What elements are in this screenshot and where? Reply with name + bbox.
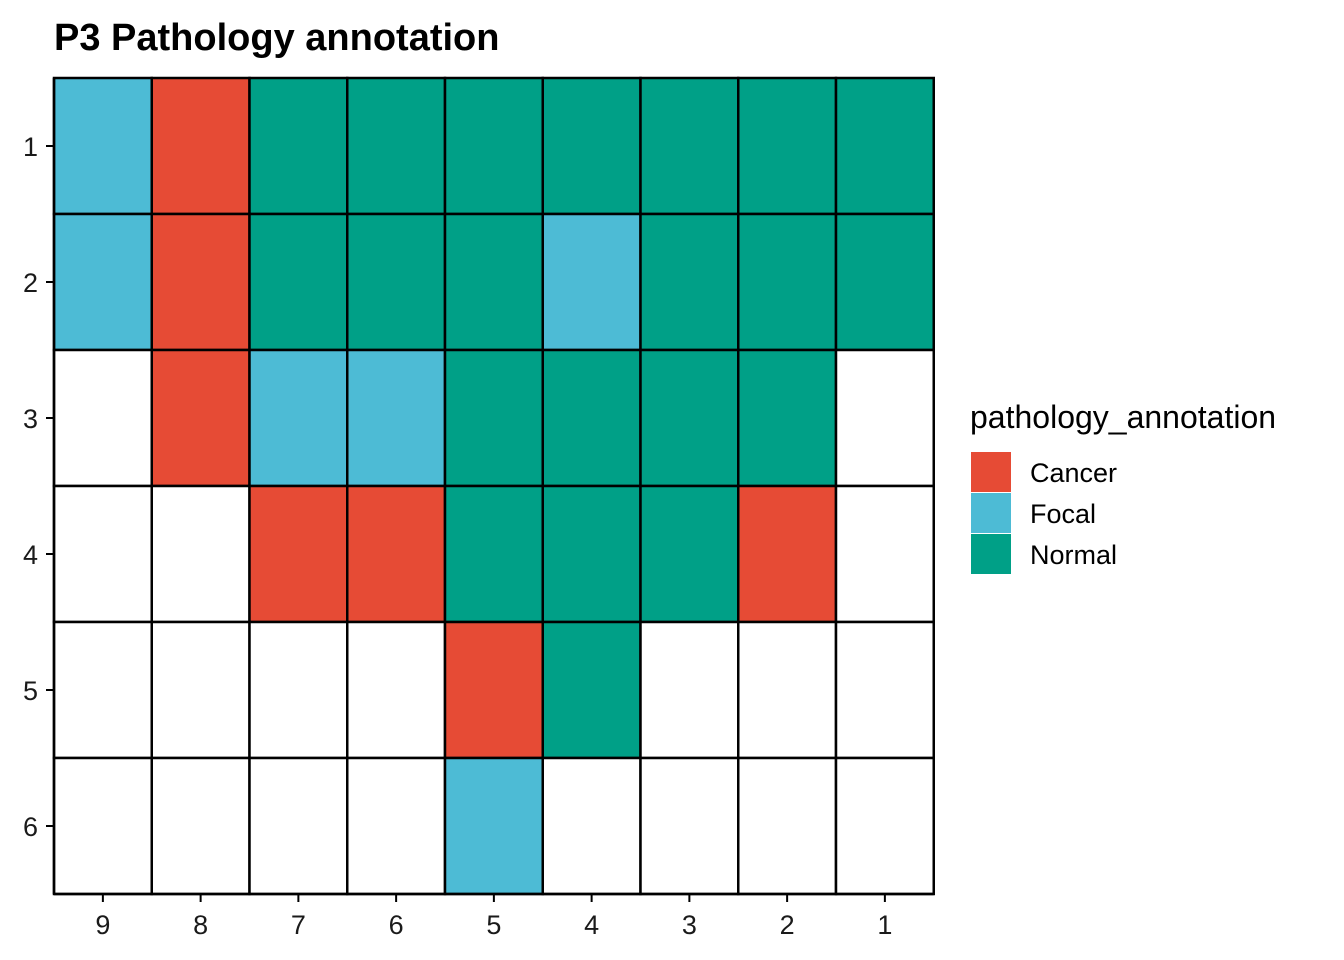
heatmap-cell-r4-c1 xyxy=(834,484,935,624)
legend-label-normal: Normal xyxy=(1030,540,1117,570)
heatmap-cell-r6-c5 xyxy=(443,756,544,896)
heatmap-cell-r4-c3 xyxy=(639,484,740,624)
heatmap-cell-r1-c2 xyxy=(737,76,838,216)
heatmap-cell-r5-c9 xyxy=(52,620,153,760)
heatmap-cell-r2-c6 xyxy=(346,212,447,352)
heatmap-cell-r6-c2 xyxy=(737,756,838,896)
heatmap-cell-r5-c4 xyxy=(541,620,642,760)
heatmap-cell-r6-c1 xyxy=(834,756,935,896)
y-tick-label: 2 xyxy=(23,268,38,298)
legend: pathology_annotation Cancer Focal Normal xyxy=(970,399,1276,574)
legend-key-normal xyxy=(971,534,1011,574)
heatmap-cell-r1-c8 xyxy=(150,76,251,216)
chart-title: P3 Pathology annotation xyxy=(54,17,499,59)
heatmap-cell-r1-c3 xyxy=(639,76,740,216)
heatmap-cell-r1-c9 xyxy=(52,76,153,216)
heatmap-cell-r2-c3 xyxy=(639,212,740,352)
y-tick-label: 6 xyxy=(23,812,38,842)
heatmap-cell-r6-c3 xyxy=(639,756,740,896)
heatmap-cell-r5-c3 xyxy=(639,620,740,760)
heatmap-cell-r4-c2 xyxy=(737,484,838,624)
heatmap-cell-r2-c8 xyxy=(150,212,251,352)
heatmap-cell-r3-c3 xyxy=(639,348,740,488)
y-tick-label: 4 xyxy=(23,540,38,570)
heatmap-cell-r3-c8 xyxy=(150,348,251,488)
heatmap-cell-r4-c7 xyxy=(248,484,349,624)
heatmap-cell-r1-c4 xyxy=(541,76,642,216)
heatmap-cell-r4-c8 xyxy=(150,484,251,624)
heatmap-cell-r2-c7 xyxy=(248,212,349,352)
heatmap-cell-r5-c1 xyxy=(834,620,935,760)
heatmap-cell-r2-c5 xyxy=(443,212,544,352)
heatmap-cell-r2-c2 xyxy=(737,212,838,352)
y-tick-label: 5 xyxy=(23,676,38,706)
heatmap-cell-r4-c5 xyxy=(443,484,544,624)
axes: 1 2 3 4 5 6 9 8 7 6 5 4 3 2 1 xyxy=(23,78,934,940)
heatmap-cell-r4-c9 xyxy=(52,484,153,624)
legend-key-cancer xyxy=(971,452,1011,492)
heatmap-cell-r5-c2 xyxy=(737,620,838,760)
heatmap-cell-r3-c1 xyxy=(834,348,935,488)
heatmap-cell-r6-c7 xyxy=(248,756,349,896)
heatmap-cell-r4-c4 xyxy=(541,484,642,624)
heatmap-cell-r1-c1 xyxy=(834,76,935,216)
heatmap-cells xyxy=(52,76,935,896)
y-tick-label: 3 xyxy=(23,404,38,434)
heatmap-cell-r3-c9 xyxy=(52,348,153,488)
heatmap-cell-r3-c2 xyxy=(737,348,838,488)
heatmap-cell-r2-c1 xyxy=(834,212,935,352)
heatmap-cell-r3-c4 xyxy=(541,348,642,488)
heatmap-cell-r1-c5 xyxy=(443,76,544,216)
heatmap-cell-r1-c7 xyxy=(248,76,349,216)
legend-label-focal: Focal xyxy=(1030,499,1096,529)
legend-label-cancer: Cancer xyxy=(1030,458,1117,488)
x-tick-label: 4 xyxy=(584,910,599,940)
heatmap-cell-r6-c6 xyxy=(346,756,447,896)
heatmap-cell-r3-c5 xyxy=(443,348,544,488)
heatmap-cell-r6-c4 xyxy=(541,756,642,896)
heatmap-cell-r3-c6 xyxy=(346,348,447,488)
x-tick-label: 2 xyxy=(780,910,795,940)
heatmap-cell-r6-c8 xyxy=(150,756,251,896)
x-tick-label: 3 xyxy=(682,910,697,940)
heatmap-cell-r5-c7 xyxy=(248,620,349,760)
heatmap-cell-r5-c8 xyxy=(150,620,251,760)
heatmap-cell-r5-c6 xyxy=(346,620,447,760)
heatmap-cell-r1-c6 xyxy=(346,76,447,216)
heatmap-cell-r2-c9 xyxy=(52,212,153,352)
heatmap-cell-r3-c7 xyxy=(248,348,349,488)
heatmap-cell-r6-c9 xyxy=(52,756,153,896)
heatmap-cell-r5-c5 xyxy=(443,620,544,760)
x-tick-label: 5 xyxy=(486,910,501,940)
x-tick-label: 9 xyxy=(95,910,110,940)
legend-key-focal xyxy=(971,493,1011,533)
x-tick-label: 1 xyxy=(877,910,892,940)
heatmap-cell-r4-c6 xyxy=(346,484,447,624)
x-tick-label: 7 xyxy=(291,910,306,940)
x-tick-label: 6 xyxy=(389,910,404,940)
legend-title: pathology_annotation xyxy=(970,399,1276,435)
y-tick-label: 1 xyxy=(23,132,38,162)
x-tick-label: 8 xyxy=(193,910,208,940)
heatmap-cell-r2-c4 xyxy=(541,212,642,352)
